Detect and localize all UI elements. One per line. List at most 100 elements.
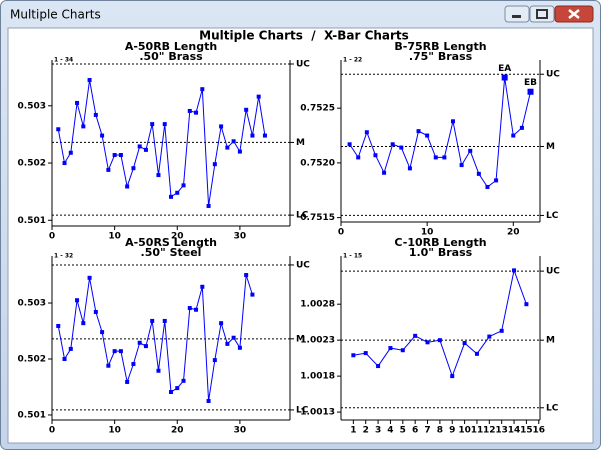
chart-title: C-10RB Length: [394, 236, 486, 249]
minimize-button[interactable]: [504, 5, 530, 23]
data-point: [225, 145, 230, 150]
data-point: [231, 139, 236, 144]
data-point: [137, 144, 142, 149]
control-label: UC: [546, 267, 560, 277]
data-point: [407, 166, 412, 171]
control-label: LC: [296, 405, 309, 415]
y-tick-label: 0.502: [18, 354, 46, 364]
main-title: Multiple Charts / X-Bar Charts: [199, 29, 409, 43]
data-point: [162, 318, 167, 323]
data-point: [137, 340, 142, 345]
data-point: [75, 298, 80, 303]
data-point: [351, 353, 356, 358]
y-tick-label: 0.503: [18, 101, 46, 111]
data-point: [511, 133, 516, 138]
data-point: [450, 374, 455, 379]
data-point: [143, 147, 148, 152]
data-point: [106, 167, 111, 172]
data-point: [244, 107, 249, 112]
data-point: [100, 330, 105, 335]
data-point: [162, 122, 167, 127]
control-label: LC: [546, 211, 559, 221]
y-tick-label: 0.501: [18, 216, 46, 226]
data-point: [143, 344, 148, 349]
client-area: [7, 27, 594, 444]
data-point: [194, 307, 199, 312]
x-tick-label: 20: [171, 426, 184, 436]
data-point: [376, 364, 381, 369]
data-point: [225, 341, 230, 346]
data-point: [131, 166, 136, 171]
data-point: [87, 78, 92, 83]
data-point: [373, 153, 378, 158]
data-point: [382, 170, 387, 175]
data-point: [425, 340, 430, 345]
data-point: [390, 142, 395, 147]
data-point: [118, 349, 123, 354]
x-tick-label: 12: [483, 426, 496, 436]
y-tick-label: 1.0013: [300, 408, 335, 418]
data-point: [200, 284, 205, 289]
data-point: [437, 338, 442, 343]
x-tick-label: 13: [495, 426, 508, 436]
data-point: [106, 363, 111, 368]
y-tick-label: 0.7520: [300, 158, 335, 168]
x-tick-label: 8: [437, 426, 443, 436]
data-point: [118, 153, 123, 158]
data-point: [519, 125, 524, 130]
range-label: 1 - 34: [54, 57, 73, 64]
chart-title: A-50RB Length: [125, 40, 217, 53]
x-tick-label: 0: [338, 228, 344, 238]
close-button[interactable]: [554, 5, 594, 23]
data-point: [363, 351, 368, 356]
data-point: [62, 356, 67, 361]
data-point: [56, 127, 61, 132]
data-point: [462, 341, 467, 346]
data-point: [75, 100, 80, 105]
data-point: [194, 110, 199, 115]
data-point: [487, 334, 492, 339]
data-point: [231, 335, 236, 340]
data-point: [219, 124, 224, 129]
data-point: [476, 171, 481, 176]
control-label: LC: [546, 403, 559, 413]
control-label: M: [546, 336, 555, 346]
data-point: [87, 275, 92, 280]
data-point: [68, 150, 73, 155]
chart-subtitle: .50" Steel: [141, 246, 202, 259]
x-tick-label: 10: [108, 232, 121, 242]
data-point: [131, 362, 136, 367]
data-point: [150, 122, 155, 127]
data-point: [237, 149, 242, 154]
data-line: [57, 79, 266, 207]
maximize-button[interactable]: [529, 5, 555, 23]
range-label: 1 - 22: [343, 57, 362, 64]
x-tick-label: 0: [49, 426, 55, 436]
data-point: [433, 155, 438, 160]
y-tick-label: 1.0023: [300, 336, 335, 346]
x-tick-label: 0: [49, 232, 55, 242]
x-tick-label: 1: [350, 426, 356, 436]
data-point: [219, 321, 224, 326]
data-point: [388, 346, 393, 351]
data-point: [250, 133, 255, 138]
x-tick-label: 16: [532, 426, 545, 436]
point-annotation: EA: [498, 64, 511, 74]
data-point: [524, 302, 529, 307]
x-tick-label: 11: [471, 426, 484, 436]
data-point: [175, 386, 180, 391]
data-point: [156, 173, 161, 178]
data-point: [93, 112, 98, 117]
data-point: [81, 124, 86, 129]
chart-subtitle: .50" Brass: [139, 50, 203, 63]
data-point: [356, 155, 361, 160]
data-point: [181, 378, 186, 383]
x-tick-label: 10: [108, 426, 121, 436]
data-point: [244, 273, 249, 278]
range-label: 1 - 32: [54, 253, 73, 260]
control-label: M: [546, 142, 555, 152]
x-tick-label: 6: [412, 426, 418, 436]
y-tick-label: 0.7525: [300, 104, 335, 114]
